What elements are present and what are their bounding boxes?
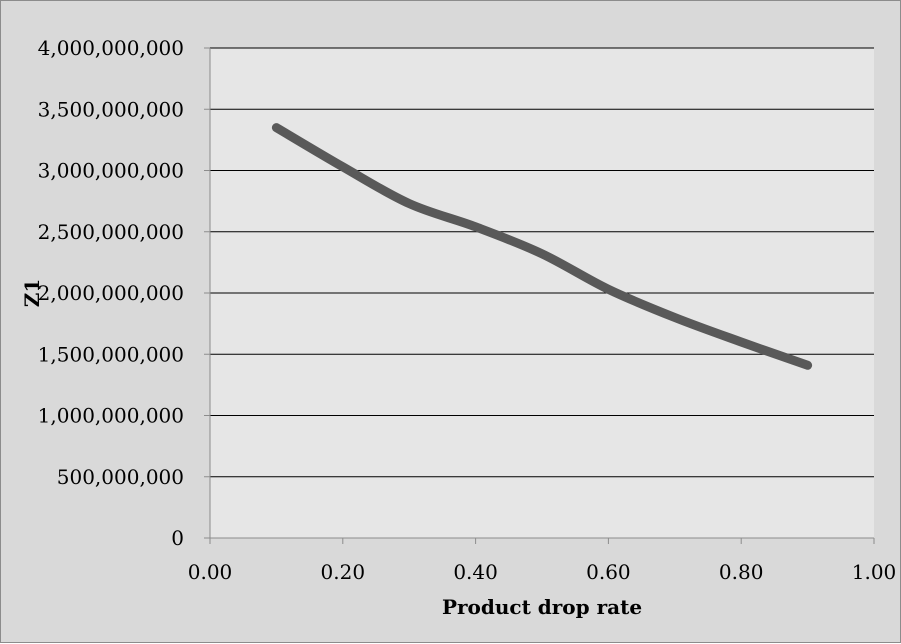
y-tick-label: 2,000,000,000 [38, 281, 184, 305]
y-tick-label: 3,000,000,000 [38, 159, 184, 183]
y-axis-title: Z1 [20, 279, 44, 308]
x-tick-label: 0.20 [321, 560, 366, 584]
x-tick-label: 0.40 [453, 560, 498, 584]
x-tick-label: 0.00 [188, 560, 233, 584]
y-tick-label: 4,000,000,000 [38, 36, 184, 60]
x-tick-label: 0.80 [719, 560, 764, 584]
y-tick-label: 0 [171, 526, 184, 550]
y-tick-label: 2,500,000,000 [38, 220, 184, 244]
x-tick-label: 0.60 [586, 560, 631, 584]
x-axis-title: Product drop rate [442, 595, 642, 619]
y-tick-label: 1,000,000,000 [38, 404, 184, 428]
y-tick-label: 3,500,000,000 [38, 97, 184, 121]
x-tick-labels: 0.00 0.20 0.40 0.60 0.80 1.00 [188, 560, 897, 584]
y-tick-label: 500,000,000 [57, 465, 184, 489]
y-tick-labels: 0 500,000,000 1,000,000,000 1,500,000,000 2,… [38, 36, 184, 550]
y-tick-label: 1,500,000,000 [38, 342, 184, 366]
x-tick-label: 1.00 [852, 560, 897, 584]
